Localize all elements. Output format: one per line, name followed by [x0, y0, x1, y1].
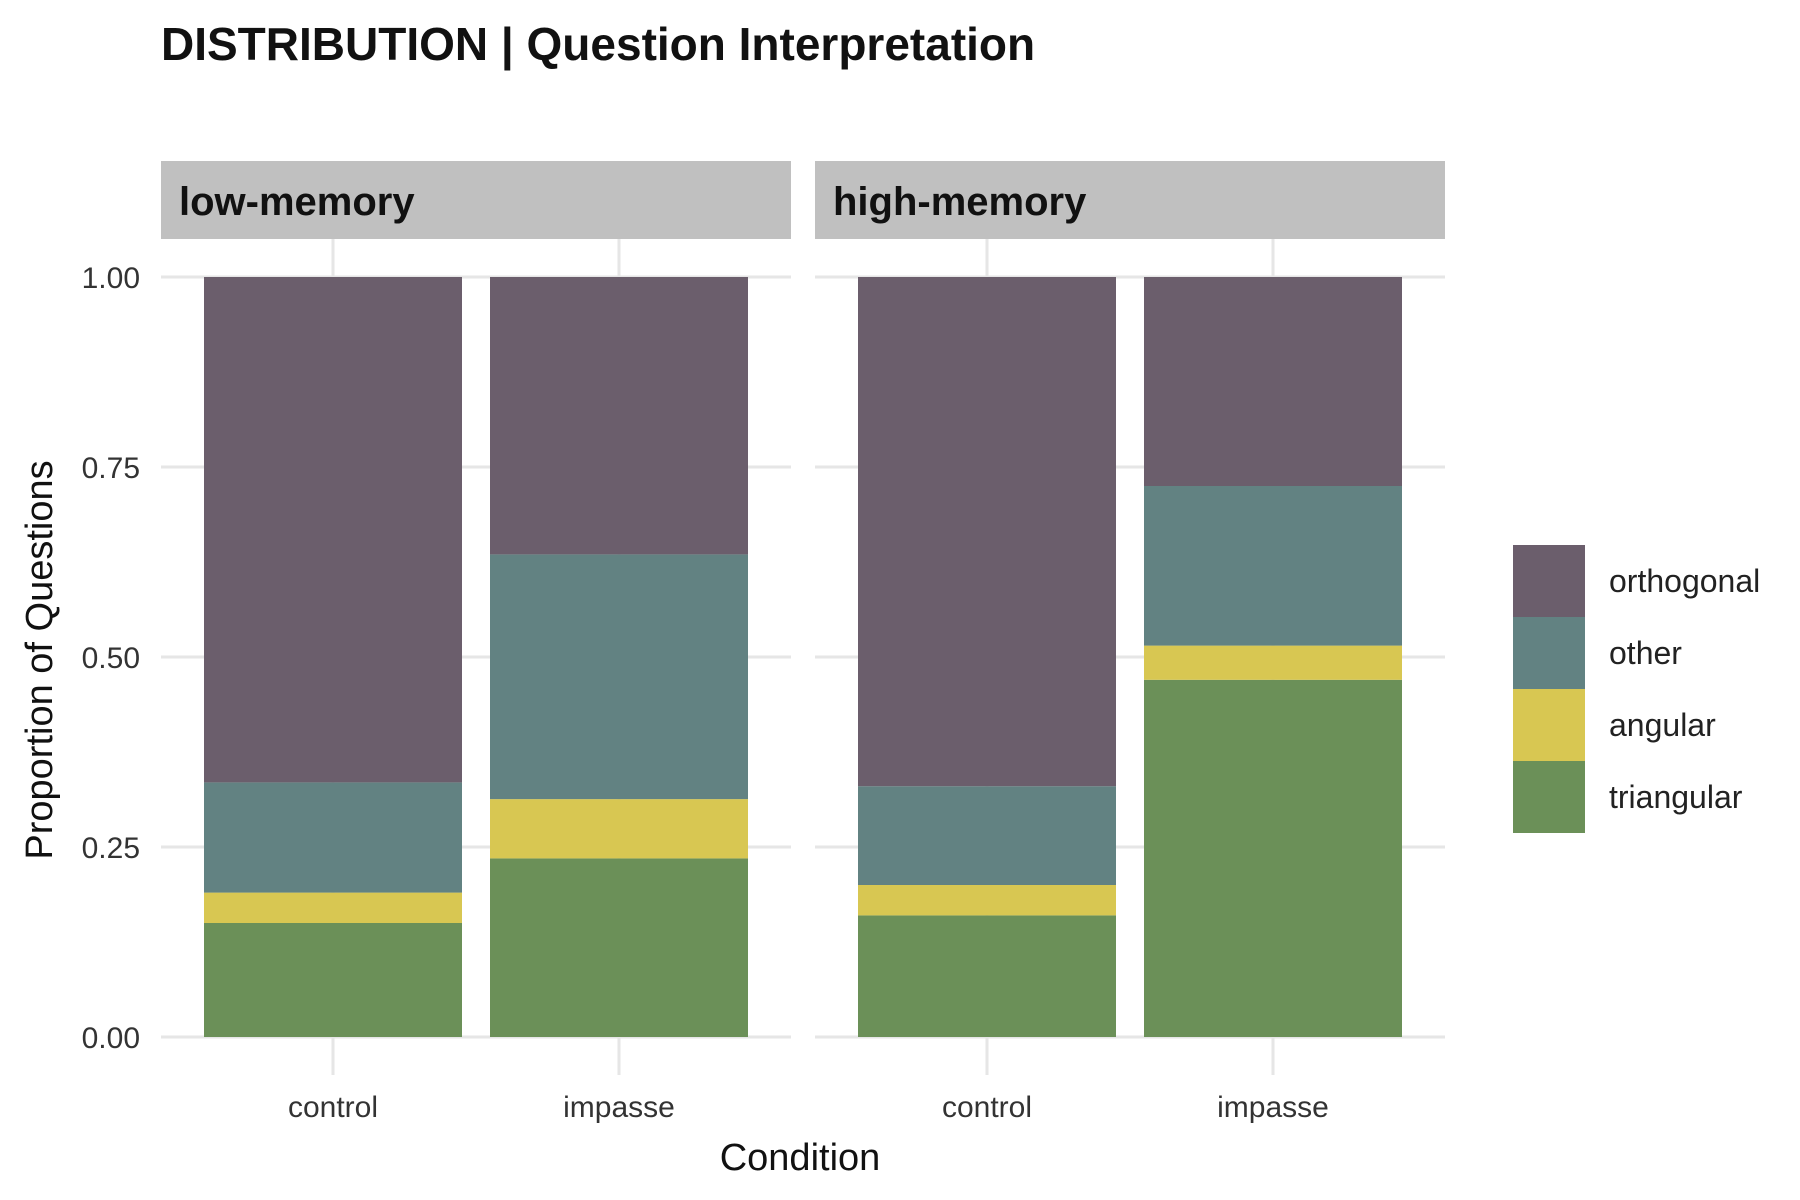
bar-segment-other	[204, 782, 462, 893]
facet-strip	[161, 161, 791, 239]
legend-item-orthogonal: orthogonal	[1513, 545, 1760, 617]
bar-segment-triangular	[1144, 679, 1402, 1037]
chart-title: DISTRIBUTION | Question Interpretation	[161, 18, 1035, 70]
legend-swatch	[1513, 545, 1585, 617]
bar-segment-angular	[858, 885, 1116, 916]
legend-swatch	[1513, 617, 1585, 689]
x-axis-title: Condition	[720, 1137, 881, 1179]
y-axis-title: Proportion of Questions	[19, 460, 61, 859]
bar-segment-triangular	[204, 923, 462, 1037]
legend: orthogonal other angular triangular	[1513, 545, 1760, 833]
legend-item-angular: angular	[1513, 689, 1716, 761]
y-tick-label: 0.75	[82, 452, 140, 485]
bar-segment-other	[1144, 486, 1402, 646]
panel-low-memory: low-memory control impasse	[161, 161, 791, 1124]
bar-segment-angular	[204, 892, 462, 923]
x-tick-label: control	[942, 1091, 1032, 1124]
bar-segment-orthogonal	[204, 277, 462, 783]
y-tick-label: 1.00	[82, 262, 140, 295]
facet-strip-label: low-memory	[179, 180, 415, 224]
y-tick-label: 0.00	[82, 1022, 140, 1055]
legend-label: other	[1609, 635, 1682, 671]
x-tick-label: impasse	[1217, 1091, 1329, 1124]
bar-segment-angular	[1144, 645, 1402, 680]
bar-stack-high-memory-impasse	[1144, 277, 1402, 1037]
legend-label: orthogonal	[1609, 563, 1760, 599]
legend-swatch	[1513, 689, 1585, 761]
facet-panels: low-memory control impasse high-memory contr…	[82, 161, 1445, 1124]
legend-item-triangular: triangular	[1513, 761, 1743, 833]
bar-segment-orthogonal	[858, 277, 1116, 787]
legend-label: angular	[1609, 707, 1716, 743]
bar-stack-low-memory-impasse	[490, 277, 748, 1037]
bar-segment-angular	[490, 799, 748, 859]
y-tick-label: 0.50	[82, 642, 140, 675]
bar-segment-orthogonal	[1144, 277, 1402, 486]
legend-label: triangular	[1609, 779, 1743, 815]
facet-strip	[815, 161, 1445, 239]
bar-segment-other	[858, 786, 1116, 885]
bar-segment-orthogonal	[490, 277, 748, 555]
y-tick-label: 0.25	[82, 832, 140, 865]
x-tick-label: control	[288, 1091, 378, 1124]
legend-swatch	[1513, 761, 1585, 833]
y-axis: 0.00 0.25 0.50 0.75 1.00	[82, 262, 140, 1055]
bar-segment-other	[490, 554, 748, 800]
legend-item-other: other	[1513, 617, 1682, 689]
x-tick-label: impasse	[563, 1091, 675, 1124]
facet-strip-label: high-memory	[833, 180, 1087, 224]
panel-high-memory: high-memory control impasse	[815, 161, 1445, 1124]
bar-stack-low-memory-control	[204, 277, 462, 1037]
bar-stack-high-memory-control	[858, 277, 1116, 1037]
bar-segment-triangular	[858, 915, 1116, 1037]
bar-segment-triangular	[490, 858, 748, 1037]
